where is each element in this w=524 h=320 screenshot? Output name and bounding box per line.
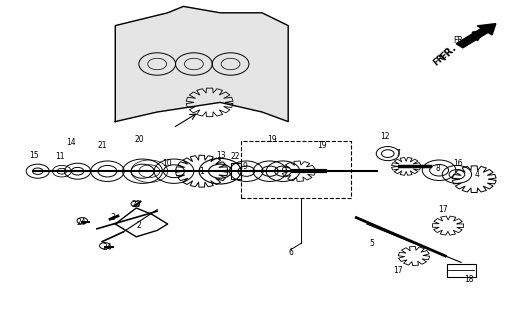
Text: 19: 19 [318,141,327,150]
Text: 8: 8 [435,164,440,172]
Polygon shape [115,6,288,122]
Text: 3: 3 [110,213,115,222]
Bar [231,163,241,179]
Text: 15: 15 [29,151,39,160]
Text: 20: 20 [134,135,144,144]
Text: 7: 7 [396,149,401,158]
Text: 24: 24 [103,244,112,252]
Text: 24: 24 [77,218,86,227]
Text: 18: 18 [464,276,474,284]
Text: FR.: FR. [431,51,449,68]
Text: 14: 14 [66,138,75,147]
Text: 17: 17 [438,205,447,214]
Text: 5: 5 [369,239,375,248]
Text: 13: 13 [216,151,226,160]
Text: 4: 4 [474,170,479,179]
FancyArrow shape [456,24,496,48]
Text: FR.: FR. [438,43,458,63]
Text: 10: 10 [162,159,171,168]
Text: 16: 16 [454,159,463,168]
Text: 2: 2 [136,221,141,230]
Text: 6: 6 [288,248,293,257]
Text: FR: FR [454,36,463,44]
Text: 21: 21 [97,141,107,150]
Text: 1: 1 [199,167,204,176]
Text: 22: 22 [230,152,239,161]
Text: 23: 23 [132,200,141,209]
Bar [446,264,476,277]
Text: 12: 12 [380,132,390,140]
Text: 11: 11 [56,152,65,161]
Text: 19: 19 [268,135,277,144]
Text: 9: 9 [243,162,248,171]
Text: 17: 17 [394,266,403,275]
